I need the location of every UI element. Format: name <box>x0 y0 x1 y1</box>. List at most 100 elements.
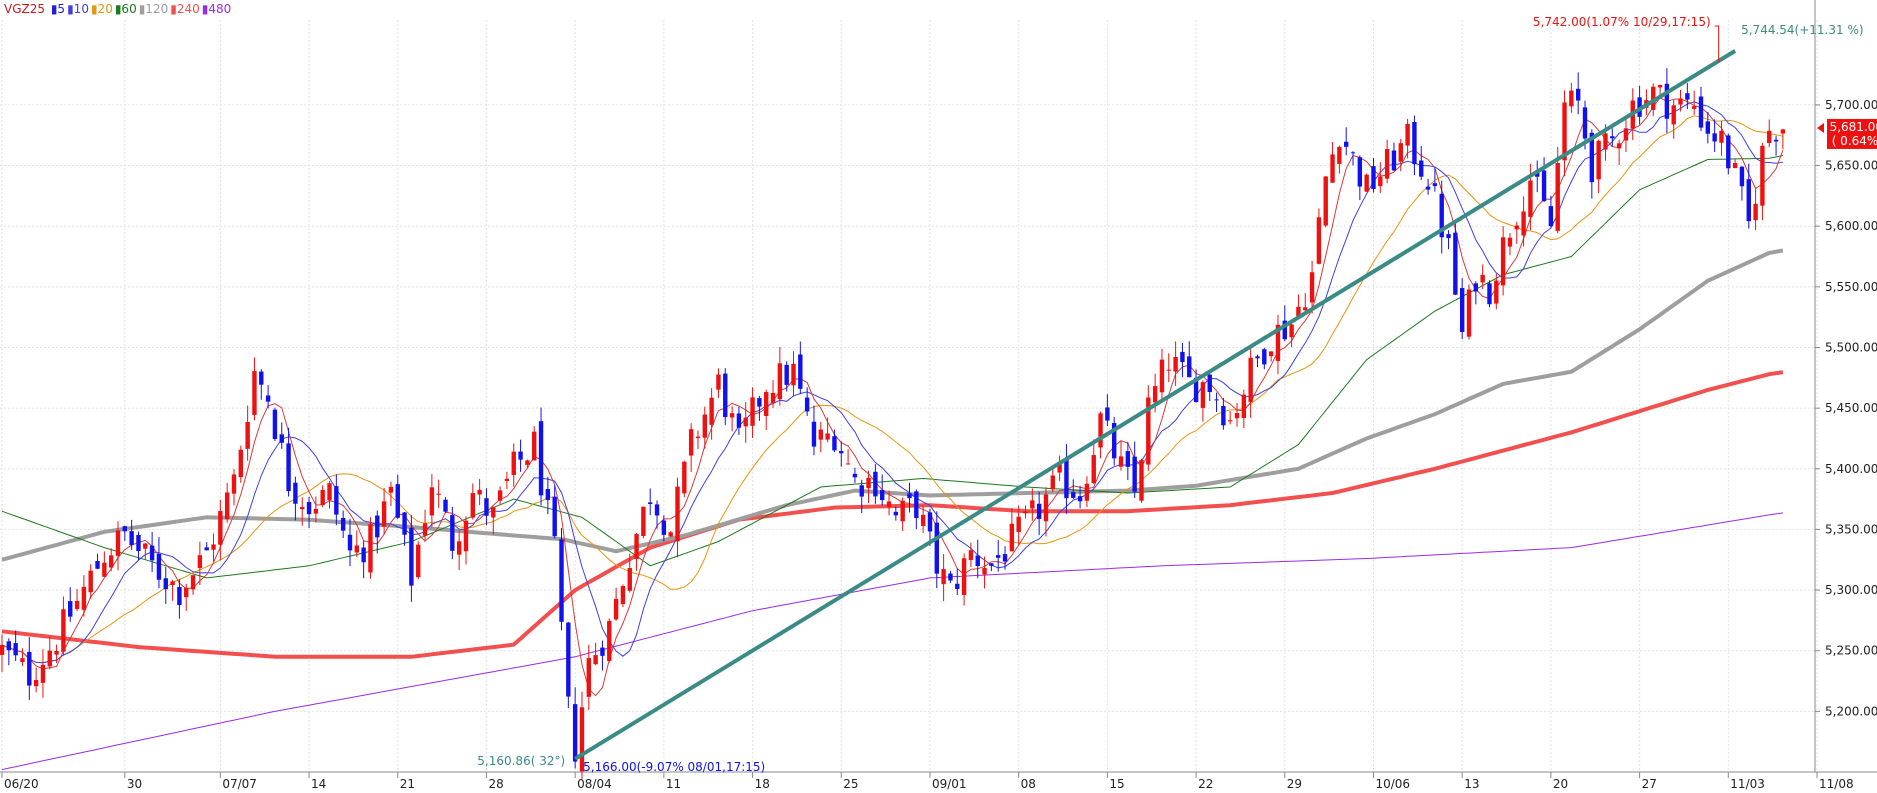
x-tick-label: 30 <box>127 777 142 791</box>
x-tick-label: 20 <box>1553 777 1568 791</box>
candle-body <box>764 392 769 417</box>
candle-body <box>1227 420 1233 422</box>
x-tick-label: 08 <box>1021 777 1036 791</box>
candle-body <box>1678 98 1683 105</box>
candle-body <box>1500 237 1506 286</box>
candle-body <box>729 413 735 418</box>
candle-body <box>491 507 496 518</box>
candle-body <box>552 496 557 537</box>
candle-body <box>1180 351 1185 363</box>
candle-body <box>361 547 366 563</box>
candle-body <box>163 578 168 590</box>
candle-body <box>852 473 858 478</box>
candle-body <box>265 395 271 402</box>
candle-body <box>1726 135 1731 169</box>
legend-ma-240[interactable]: ▮240 <box>170 2 200 16</box>
candle-body <box>1432 183 1438 187</box>
candle-body <box>68 601 73 617</box>
candle-body <box>1262 349 1267 365</box>
annotations: 5,742.00(1.07% 10/29,17:15) 5,744.54(+11.… <box>477 15 1863 774</box>
y-tick-label: 5,200.00 <box>1825 704 1877 718</box>
candle-body <box>1391 150 1397 171</box>
candle-body <box>177 586 182 606</box>
candle-body <box>204 547 209 551</box>
candle-body <box>1187 356 1192 378</box>
x-tick-label: 21 <box>400 777 415 791</box>
y-tick-label: 5,350.00 <box>1825 522 1877 536</box>
candle-body <box>709 397 714 425</box>
legend-ma-120[interactable]: ▮120 <box>138 2 169 16</box>
candle-body <box>211 544 216 550</box>
candle-body <box>1248 357 1253 402</box>
candle-body <box>832 436 837 451</box>
annotation-trend-start: 5,160.86( 32°) <box>477 754 565 768</box>
candle-body <box>238 449 244 478</box>
y-tick-label: 5,600.00 <box>1825 219 1877 233</box>
candle-body <box>545 488 551 500</box>
candle-body <box>579 707 585 772</box>
legend-ma-5[interactable]: ▮5 <box>50 2 66 16</box>
candle-body <box>1009 523 1015 552</box>
candle-body <box>811 421 817 447</box>
candle-body <box>388 486 394 493</box>
candle-body <box>497 490 503 501</box>
candle-body <box>1384 149 1390 179</box>
candle-body <box>375 515 380 538</box>
candle-body <box>1453 232 1458 295</box>
candle-body <box>1671 105 1676 125</box>
legend-ma-20[interactable]: ▮20 <box>90 2 113 16</box>
candle-body <box>893 511 899 516</box>
candle-body <box>1732 163 1738 169</box>
candle-body <box>1589 132 1595 183</box>
candle-body <box>1739 166 1745 187</box>
candle-body <box>538 421 544 496</box>
candle-body <box>190 575 196 590</box>
ma-10-line <box>1 101 1783 664</box>
legend-ma-480[interactable]: ▮480 <box>201 2 232 16</box>
candle-body <box>518 451 523 460</box>
candle-body <box>320 489 325 505</box>
candle-body <box>1405 123 1410 146</box>
candle-body <box>593 655 598 665</box>
x-tick-label: 08/04 <box>577 777 612 791</box>
candle-body <box>1125 451 1131 467</box>
candle-body <box>74 600 80 610</box>
candle-body <box>1275 324 1281 362</box>
candle-body <box>702 414 708 438</box>
candle-body <box>600 647 605 656</box>
annotation-high-leader <box>1714 25 1720 62</box>
last-price-box <box>1827 118 1877 149</box>
candle-body <box>873 471 878 497</box>
x-tick-label: 14 <box>311 777 326 791</box>
legend-ma-10[interactable]: ▮10 <box>67 2 89 16</box>
candle-body <box>61 609 66 652</box>
candle-body <box>40 664 46 683</box>
candle-body <box>231 474 237 494</box>
candle-body <box>1030 500 1035 509</box>
candle-body <box>1316 217 1322 264</box>
candle-body <box>1378 176 1383 187</box>
candle-body <box>354 545 360 553</box>
candle-body <box>1603 133 1608 150</box>
x-tick-label: 22 <box>1198 777 1213 791</box>
candle-body <box>1657 85 1663 88</box>
candle-body <box>1548 206 1554 227</box>
candle-body <box>1719 130 1724 143</box>
candle-body <box>0 645 5 655</box>
trendline <box>574 49 1737 761</box>
legend-ma-60[interactable]: ▮60 <box>114 2 137 16</box>
candle-body <box>95 560 100 569</box>
candle-body <box>102 562 107 577</box>
candle-body <box>1507 237 1513 247</box>
x-tick-label: 11 <box>666 777 681 791</box>
candle-body <box>1473 283 1479 292</box>
candle-body <box>559 539 564 622</box>
candle-body <box>313 508 319 514</box>
legend-symbol: VGZ25 <box>4 2 45 16</box>
candle-body <box>1610 136 1615 139</box>
candle-body <box>634 534 639 559</box>
candle-body <box>1139 460 1144 501</box>
candle-body <box>484 498 489 516</box>
candle-body <box>818 429 823 440</box>
